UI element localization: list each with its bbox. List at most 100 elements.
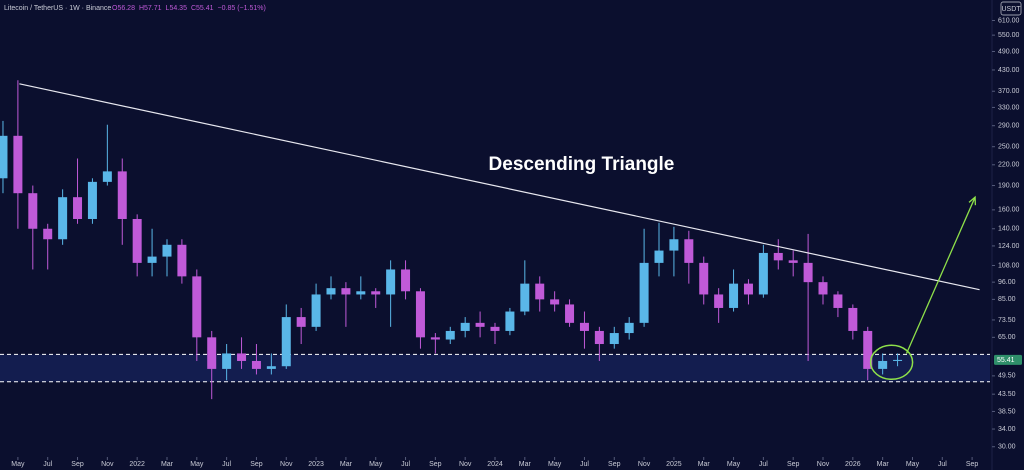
x-tick-label: Jul (222, 461, 231, 468)
x-tick-label: 2026 (845, 461, 861, 468)
y-tick-label: 430.00 (998, 67, 1020, 74)
y-tick-label: 108.00 (998, 262, 1020, 269)
candle-body (475, 322, 485, 327)
candle-body (43, 228, 53, 240)
candle-body (579, 322, 589, 331)
header-value: C55.41 (191, 5, 214, 12)
candle-body (729, 283, 739, 308)
arrow-head (968, 195, 977, 206)
candle-body (73, 197, 83, 219)
candle-body (669, 239, 679, 251)
x-tick-label: Sep (787, 461, 800, 468)
x-tick-label: Nov (101, 461, 114, 468)
y-tick-label: 330.00 (998, 104, 1020, 111)
candle-body (505, 311, 515, 331)
y-tick-label: 140.00 (998, 226, 1020, 233)
candle-body (132, 218, 142, 263)
candle-body (326, 288, 336, 295)
y-tick-label: 160.00 (998, 207, 1020, 214)
x-tick-label: Mar (161, 461, 174, 468)
x-tick-label: Jul (759, 461, 768, 468)
candle-body (192, 276, 202, 338)
x-tick-label: Mar (519, 461, 532, 468)
candle-body (654, 250, 664, 263)
y-tick-label: 190.00 (998, 182, 1020, 189)
candle-body (520, 283, 530, 312)
y-tick-label: 43.50 (998, 391, 1016, 398)
x-tick-label: May (11, 461, 25, 468)
candle-body (714, 294, 724, 308)
candle-body (803, 262, 813, 283)
candle-body (207, 337, 217, 369)
symbol-header: Litecoin / TetherUS · 1W · Binance (4, 5, 111, 12)
x-tick-label: Sep (966, 461, 979, 468)
candle-body (848, 307, 858, 331)
x-tick-label: 2024 (487, 461, 503, 468)
y-tick-label: 250.00 (998, 144, 1020, 151)
x-tick-label: Mar (340, 461, 353, 468)
x-tick-label: May (190, 461, 204, 468)
x-tick-label: Nov (817, 461, 830, 468)
candle-body (893, 359, 903, 361)
x-tick-label: Sep (429, 461, 442, 468)
y-tick-label: 124.00 (998, 243, 1020, 250)
candle-body (758, 252, 768, 295)
candle-body (535, 283, 545, 300)
x-tick-label: May (727, 461, 741, 468)
candle-body (743, 283, 753, 295)
candle-body (773, 252, 783, 261)
candle-body (58, 197, 68, 240)
candle-body (833, 294, 843, 308)
y-tick-label: 370.00 (998, 88, 1020, 95)
candle-body (460, 322, 470, 331)
candle-body (296, 317, 306, 327)
x-tick-label: 2022 (129, 461, 145, 468)
candle-body (565, 304, 575, 323)
arrow-shaft (905, 196, 976, 354)
header-value: O56.28 (112, 5, 135, 12)
candle-body (237, 353, 247, 361)
x-tick-label: Mar (698, 461, 711, 468)
candle-body (550, 299, 560, 305)
y-tick-label: 65.00 (998, 334, 1016, 341)
candle-body (162, 244, 172, 257)
candle-body (863, 330, 873, 369)
x-tick-label: 2023 (308, 461, 324, 468)
candle-body (28, 193, 38, 229)
candle-body (266, 366, 276, 369)
header-value: H57.71 (139, 5, 162, 12)
candle-body (594, 330, 604, 345)
x-tick-label: Sep (71, 461, 84, 468)
y-tick-label: 30.00 (998, 444, 1016, 451)
candle-body (251, 360, 261, 369)
x-tick-label: Jul (580, 461, 589, 468)
x-tick-label: May (906, 461, 920, 468)
x-tick-label: Nov (459, 461, 472, 468)
y-tick-label: 34.00 (998, 426, 1016, 433)
candle-body (0, 135, 8, 179)
candle-body (177, 244, 187, 277)
header-value: L54.35 (166, 5, 188, 12)
x-tick-label: May (369, 461, 383, 468)
candle-body (341, 288, 351, 295)
currency: USDT (1001, 6, 1021, 13)
y-tick-label: 550.00 (998, 32, 1020, 39)
candle-body (87, 181, 97, 219)
annotation: Descending Triangle (489, 154, 675, 175)
candle-body (684, 239, 694, 263)
x-tick-label: Mar (877, 461, 890, 468)
currency-box (1000, 1, 1022, 16)
y-tick-label: 49.50 (998, 373, 1016, 380)
candle-body (222, 353, 232, 369)
x-tick-label: Jul (43, 461, 52, 468)
x-tick-label: Nov (638, 461, 651, 468)
candle-body (699, 262, 709, 295)
candle-body (102, 171, 112, 182)
x-tick-label: May (548, 461, 562, 468)
y-tick-label: 38.50 (998, 408, 1016, 415)
x-tick-label: 2025 (666, 461, 682, 468)
candle-body (356, 291, 366, 295)
x-tick-label: Sep (608, 461, 621, 468)
